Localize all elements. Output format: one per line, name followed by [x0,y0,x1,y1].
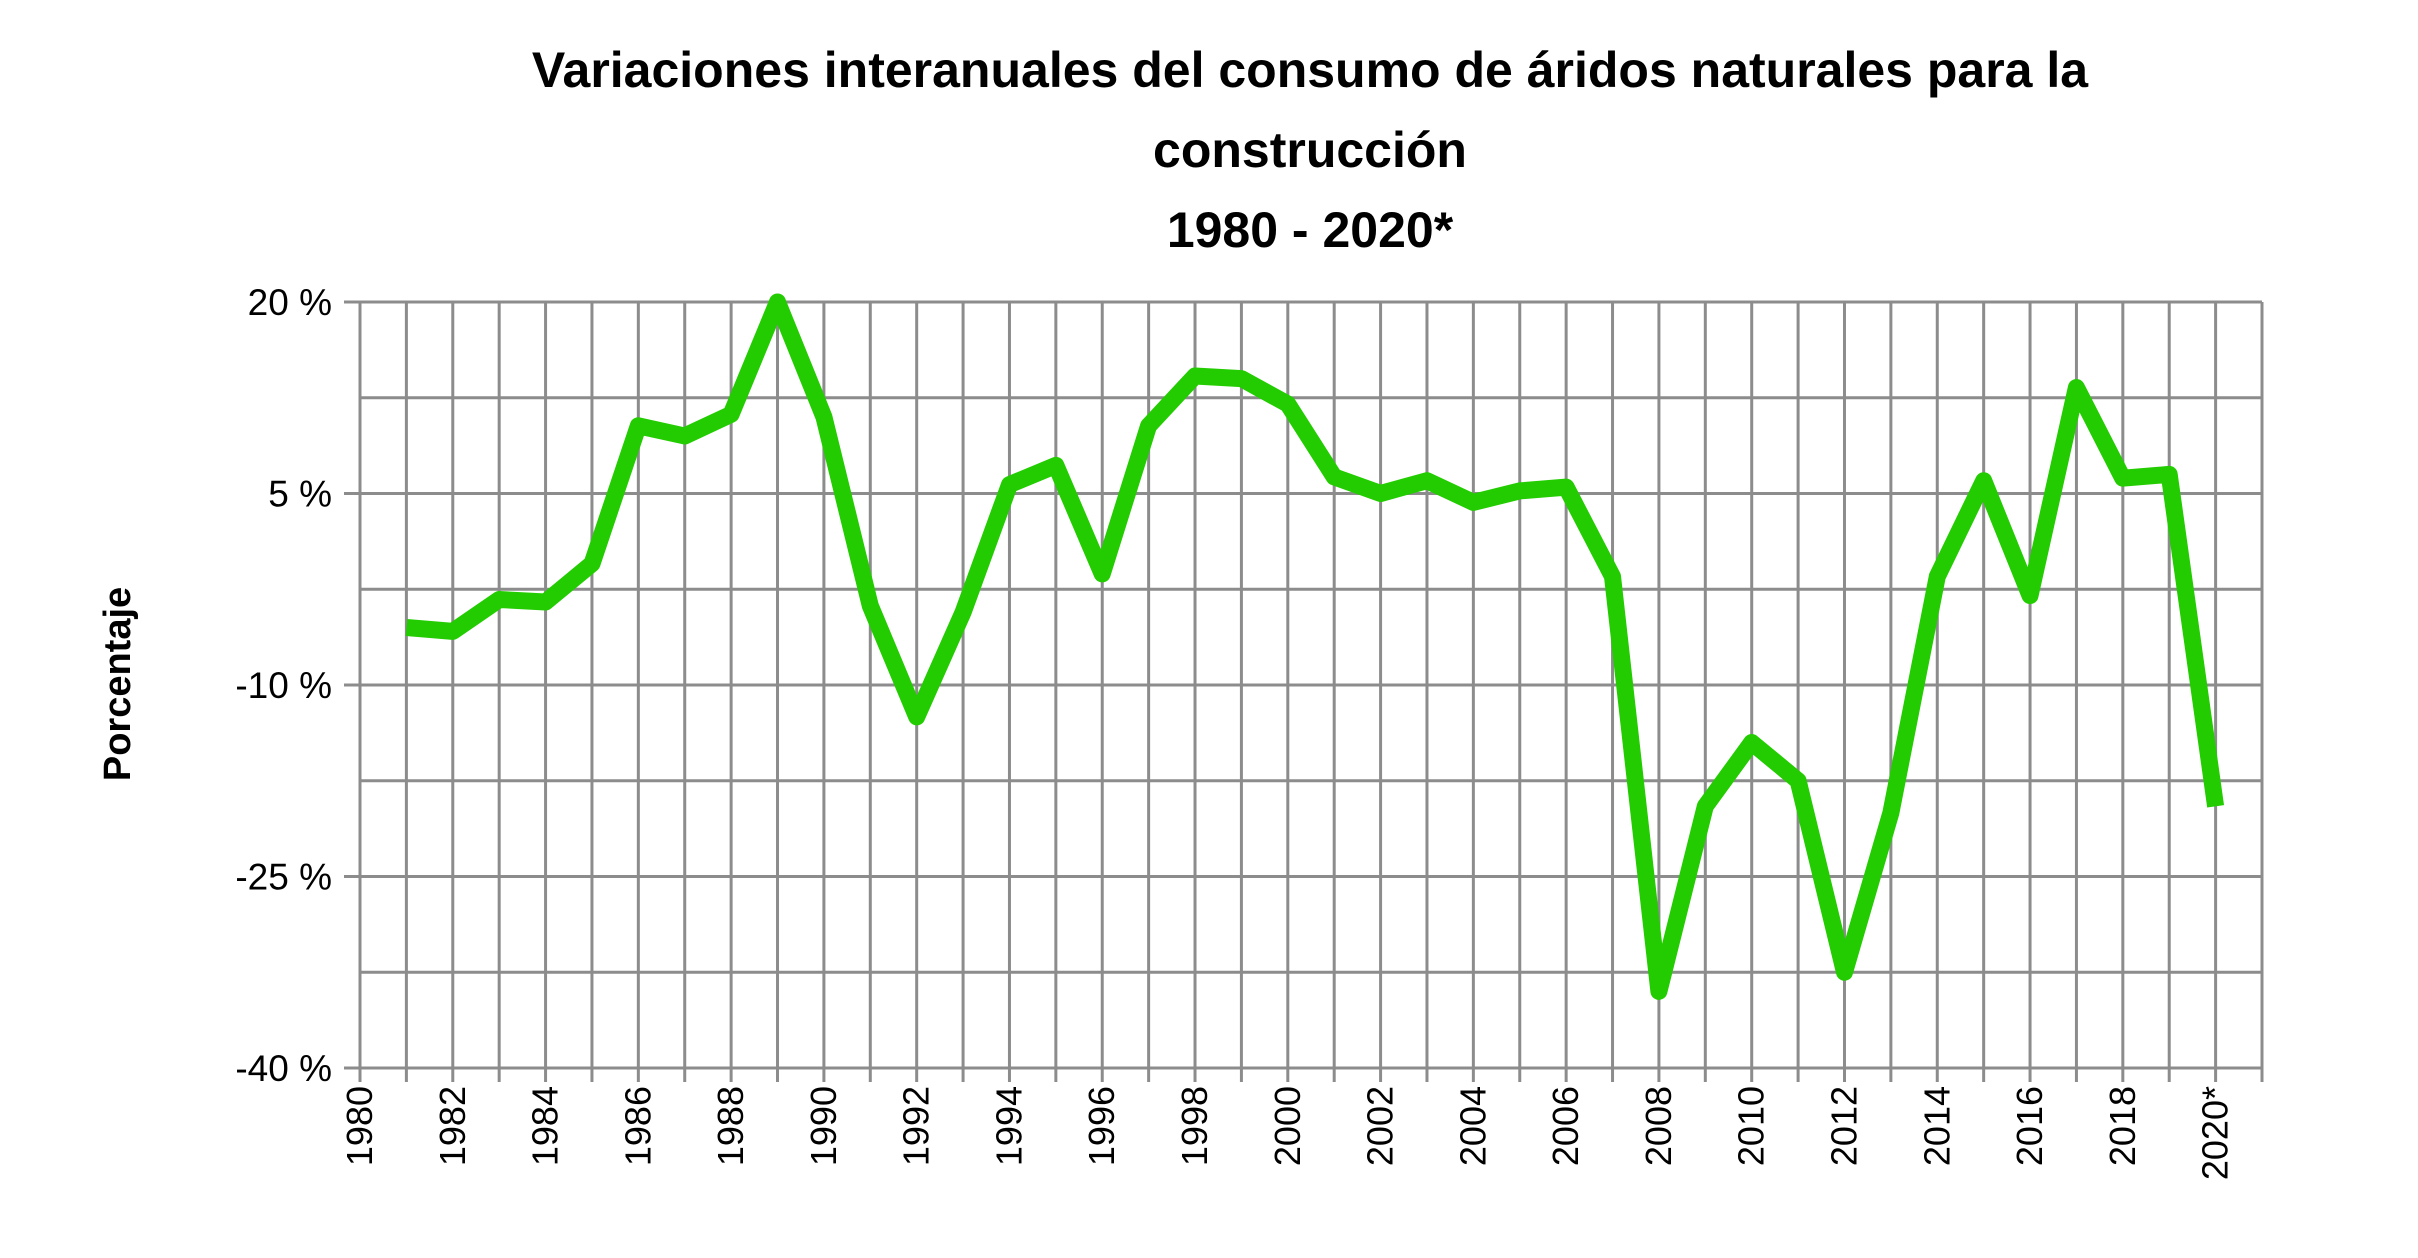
y-tick-label: -40 % [235,1048,332,1089]
y-axis-ticks: 20 % 5 % -10 % -25 % -40 % [235,282,360,1089]
x-tick-label: 2004 [1452,1086,1493,1166]
x-tick-label: 2002 [1360,1086,1401,1166]
x-tick-label: 2020* [2195,1086,2236,1180]
chart-title-line-2: construcción [1153,122,1467,178]
chart-grid [360,300,2262,1068]
chart-series [405,293,2225,1000]
x-tick-label: 2010 [1731,1086,1772,1166]
x-tick-label: 2012 [1823,1086,1864,1166]
x-tick-label: 1984 [525,1086,566,1166]
x-tick-label: 2016 [2009,1086,2050,1166]
chart-title-line-1: Variaciones interanuales del consumo de … [531,42,2089,98]
x-tick-label: 1986 [617,1086,658,1166]
series-line [405,293,2225,1000]
x-tick-label: 2006 [1545,1086,1586,1166]
y-tick-label: 5 % [268,474,332,515]
x-tick-label: 2000 [1267,1086,1308,1166]
y-axis-label: Porcentaje [97,587,139,781]
x-axis-ticks: 1980 1982 1984 1986 1988 1990 1992 1994 1996 1998… [339,1068,2264,1180]
x-tick-label: 2018 [2102,1086,2143,1166]
x-tick-label: 1994 [988,1086,1029,1166]
x-tick-label: 1980 [339,1086,380,1166]
y-tick-label: -25 % [235,857,332,898]
x-tick-label: 1996 [1081,1086,1122,1166]
y-tick-label: 20 % [248,282,332,323]
y-tick-label: -10 % [235,665,332,706]
x-tick-label: 1998 [1174,1086,1215,1166]
x-tick-label: 1982 [432,1086,473,1166]
x-tick-label: 2014 [1916,1086,1957,1166]
x-tick-label: 1988 [710,1086,751,1166]
chart-title-line-3: 1980 - 2020* [1166,202,1454,258]
x-tick-label: 2008 [1638,1086,1679,1166]
x-tick-label: 1990 [803,1086,844,1166]
chart-title: Variaciones interanuales del consumo de … [360,30,2260,270]
x-tick-label: 1992 [896,1086,937,1166]
